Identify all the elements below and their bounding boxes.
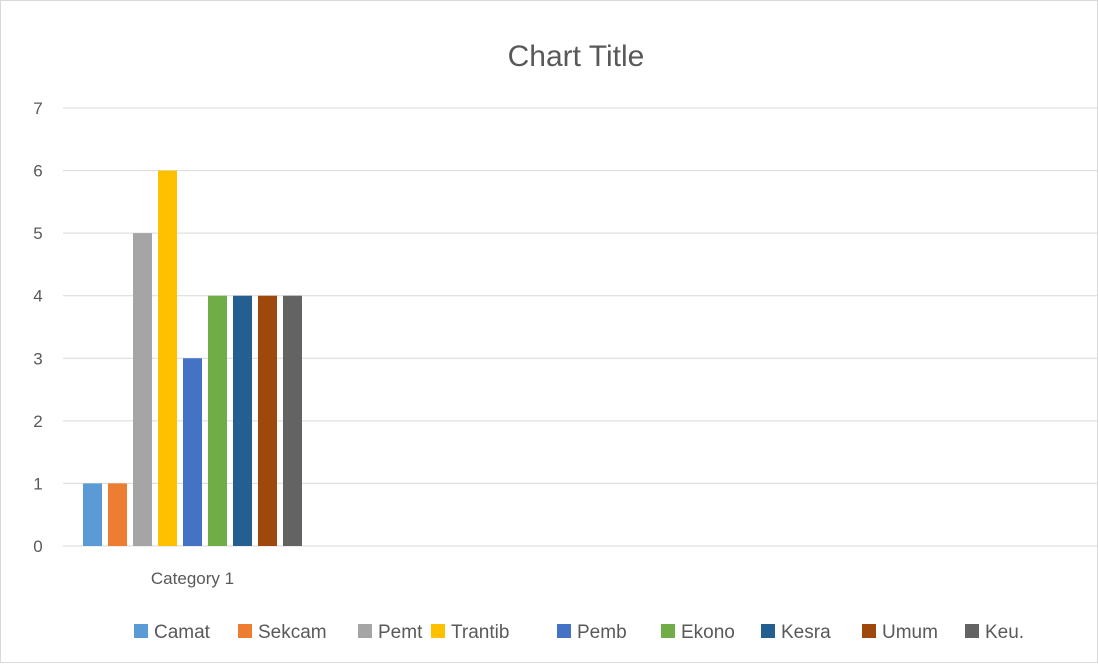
- legend-swatch: [238, 624, 252, 638]
- y-tick-label: 0: [33, 537, 42, 556]
- bar-sekcam: [108, 483, 127, 546]
- bar-pemb: [183, 358, 202, 546]
- legend-label: Pemb: [577, 622, 627, 643]
- y-axis-ticks: 0 1 2 3 4 5 6 7: [33, 99, 42, 556]
- bar-pemt: [133, 233, 152, 546]
- bars: [83, 170, 302, 547]
- legend-swatch: [134, 624, 148, 638]
- legend-label: Keu.: [985, 622, 1024, 643]
- y-tick-label: 3: [33, 349, 42, 368]
- legend-swatch: [557, 624, 571, 638]
- bar-keu: [283, 295, 302, 546]
- x-axis-categories: Category 1: [151, 569, 234, 588]
- legend-label: Ekono: [681, 622, 735, 643]
- legend-swatch: [761, 624, 775, 638]
- legend-swatch: [431, 624, 445, 638]
- y-tick-label: 1: [33, 474, 42, 493]
- bar-trantib: [158, 170, 177, 547]
- legend-label: Kesra: [781, 622, 831, 643]
- chart-title: Chart Title: [508, 40, 645, 73]
- y-tick-label: 2: [33, 412, 42, 431]
- y-tick-label: 4: [33, 287, 42, 306]
- legend-label: Pemt: [378, 622, 423, 643]
- legend-label: Trantib: [451, 622, 509, 643]
- bar-umum: [258, 295, 277, 546]
- bar-kesra: [233, 295, 252, 546]
- legend-label: Sekcam: [258, 622, 327, 643]
- legend-swatch: [358, 624, 372, 638]
- bar-camat: [83, 483, 102, 546]
- y-tick-label: 6: [33, 162, 42, 181]
- legend-swatch: [862, 624, 876, 638]
- legend-swatch: [965, 624, 979, 638]
- y-tick-label: 7: [33, 99, 42, 118]
- x-category-label: Category 1: [151, 569, 234, 588]
- bar-ekono: [208, 295, 227, 546]
- y-tick-label: 5: [33, 224, 42, 243]
- legend-swatch: [661, 624, 675, 638]
- legend-label: Camat: [154, 622, 211, 643]
- legend: Camat Sekcam Pemt Trantib Pemb Ekono Kesra Umum…: [134, 622, 1024, 643]
- legend-label: Umum: [882, 622, 938, 643]
